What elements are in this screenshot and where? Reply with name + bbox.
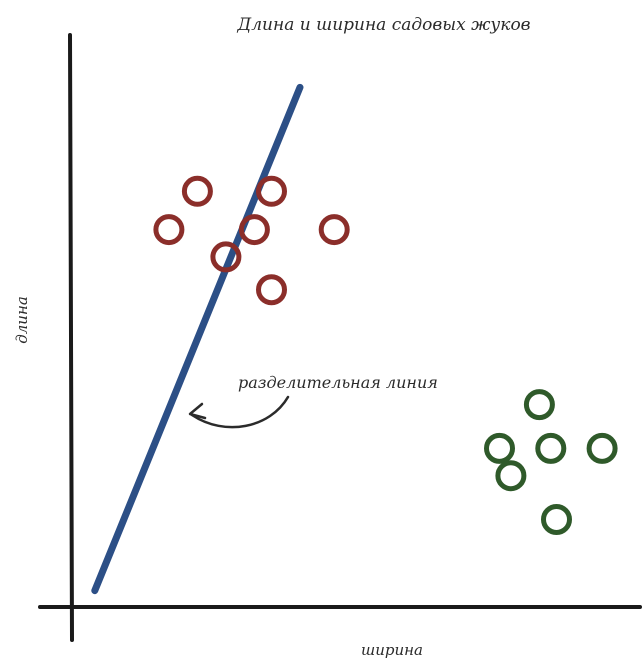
- data-point: [210, 241, 242, 273]
- annotation-arrow: [190, 395, 290, 429]
- y-axis-label: длина: [13, 296, 31, 344]
- annotation: разделительная линия: [188, 373, 438, 429]
- data-point: [495, 460, 527, 492]
- data-point: [238, 214, 270, 246]
- data-point: [523, 389, 555, 421]
- y-axis: [68, 33, 74, 642]
- data-point: [484, 432, 515, 464]
- data-point: [541, 503, 572, 535]
- points-layer: [153, 175, 618, 535]
- data-point: [318, 214, 350, 246]
- chart-title: Длина и ширина садовых жуков: [236, 15, 530, 35]
- data-point: [535, 432, 567, 464]
- axes: [38, 33, 642, 642]
- separator-layer: [91, 83, 304, 595]
- x-axis-label: ширина: [361, 641, 423, 659]
- data-point: [256, 274, 287, 306]
- separator-line: [91, 83, 304, 595]
- data-point: [586, 432, 618, 464]
- annotation-label: разделительная линия: [238, 373, 438, 392]
- data-point: [153, 214, 185, 246]
- annotation-arrowhead: [188, 402, 207, 420]
- data-point: [181, 175, 213, 207]
- data-point: [256, 175, 287, 207]
